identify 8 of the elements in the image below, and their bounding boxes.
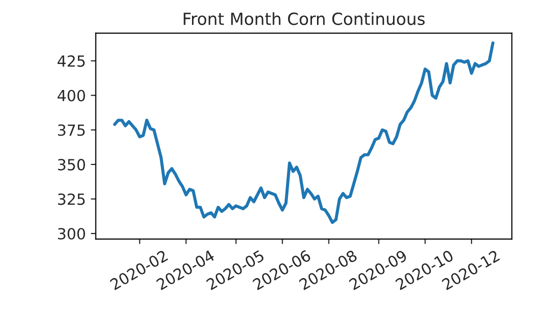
- chart-title: Front Month Corn Continuous: [184, 12, 425, 26]
- y-tick-label: 350: [58, 158, 86, 170]
- y-tick-label: 300: [58, 228, 86, 240]
- y-tick-label: 425: [58, 55, 85, 67]
- y-tick-label: 400: [58, 90, 86, 102]
- y-tick-label: 375: [58, 124, 85, 136]
- line-series: [113, 41, 494, 224]
- y-tick-label: 325: [58, 193, 85, 205]
